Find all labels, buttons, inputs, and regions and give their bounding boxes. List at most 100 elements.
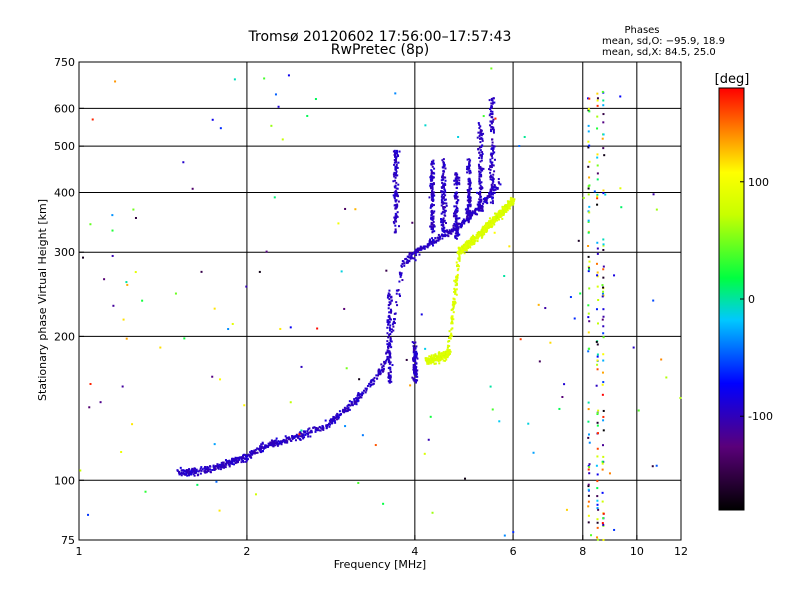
data-point [518, 145, 521, 148]
data-point [588, 211, 591, 214]
data-point [474, 210, 477, 213]
data-point [478, 151, 481, 154]
data-point [430, 204, 433, 207]
data-point [587, 140, 590, 143]
data-point [479, 195, 482, 198]
data-point [455, 219, 458, 222]
data-point [259, 445, 262, 448]
data-point [246, 454, 249, 457]
x-tick-label: 2 [243, 545, 250, 558]
data-point [394, 200, 397, 203]
data-point [211, 375, 214, 378]
data-point [544, 307, 547, 310]
data-point [473, 239, 476, 242]
data-point [395, 199, 398, 202]
data-point [498, 182, 501, 185]
data-point [601, 371, 604, 374]
data-point [431, 360, 434, 363]
data-point [396, 166, 399, 169]
data-point [471, 243, 474, 246]
phases-title: Phases [624, 25, 659, 36]
colorbar-tick-label: 100 [748, 176, 769, 189]
data-point [432, 211, 435, 214]
data-point [321, 427, 324, 430]
data-point [180, 471, 183, 474]
data-point [454, 292, 457, 295]
data-point [466, 243, 469, 246]
data-point [490, 188, 493, 191]
data-point [414, 352, 417, 355]
data-point [430, 354, 433, 357]
data-point [441, 229, 444, 232]
data-point [234, 462, 237, 465]
data-point [418, 248, 421, 251]
data-point [382, 502, 385, 505]
data-point [294, 435, 297, 438]
data-point [396, 187, 399, 190]
data-point [358, 394, 361, 397]
data-point [232, 458, 235, 461]
data-point [454, 224, 457, 227]
data-point [466, 240, 469, 243]
data-point [462, 248, 465, 251]
data-point [450, 229, 453, 232]
data-point [500, 214, 503, 217]
data-point [342, 409, 345, 412]
data-point [394, 228, 397, 231]
data-point [596, 480, 599, 483]
data-point [464, 242, 467, 245]
data-point [491, 193, 494, 196]
data-point [141, 299, 144, 302]
data-point [480, 173, 483, 176]
data-point [230, 461, 233, 464]
data-point [490, 107, 493, 110]
data-point [427, 438, 430, 441]
data-point [491, 221, 494, 224]
data-point [444, 191, 447, 194]
data-point [340, 270, 343, 273]
data-point [495, 212, 498, 215]
data-point [497, 178, 500, 181]
data-point [398, 271, 401, 274]
data-point [387, 373, 390, 376]
data-point [587, 464, 590, 467]
data-point [454, 214, 457, 217]
data-point [300, 432, 303, 435]
data-point [602, 315, 605, 318]
data-point [371, 383, 374, 386]
plot-area [78, 61, 682, 541]
data-point [199, 467, 202, 470]
data-point [302, 437, 305, 440]
data-point [433, 358, 436, 361]
data-point [596, 241, 599, 244]
data-point [200, 466, 203, 469]
data-point [286, 441, 289, 444]
data-point [527, 422, 530, 425]
data-point [491, 163, 494, 166]
data-point [441, 197, 444, 200]
data-point [490, 99, 493, 102]
data-point [477, 230, 480, 233]
data-point [458, 217, 461, 220]
data-point [489, 160, 492, 163]
data-point [489, 175, 492, 178]
data-point [431, 203, 434, 206]
data-point [477, 235, 480, 238]
data-point [390, 340, 393, 343]
data-point [387, 294, 390, 297]
data-point [393, 161, 396, 164]
data-point [394, 186, 397, 189]
data-point [190, 470, 193, 473]
data-point [652, 299, 655, 302]
data-point [134, 216, 137, 219]
data-point [505, 208, 508, 211]
data-point [390, 328, 393, 331]
data-point [489, 120, 492, 123]
data-point [199, 472, 202, 475]
data-point [474, 236, 477, 239]
data-point [285, 436, 288, 439]
data-point [114, 80, 117, 83]
data-point [193, 470, 196, 473]
data-point [490, 224, 493, 227]
data-point [449, 350, 452, 353]
